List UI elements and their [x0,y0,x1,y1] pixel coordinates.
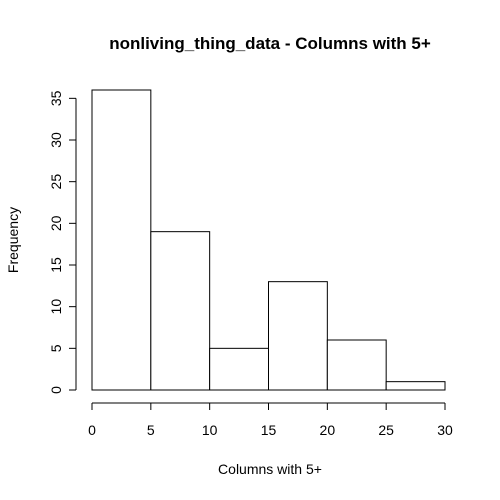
histogram-bar [386,382,445,390]
x-tick-label: 20 [320,422,336,438]
x-tick-label: 15 [261,422,277,438]
x-axis: 0 5 10 15 20 25 30 [88,403,453,438]
histogram-bar [92,90,151,390]
y-tick-label: 30 [48,132,64,148]
histogram-bar [151,232,210,390]
x-tick-label: 0 [88,422,96,438]
y-tick-label: 0 [48,386,64,394]
histogram-bar [327,340,386,390]
y-tick-label: 15 [48,257,64,273]
y-tick-label: 20 [48,215,64,231]
x-tick-label: 25 [378,422,394,438]
y-tick-label: 5 [48,344,64,352]
chart-title: nonliving_thing_data - Columns with 5+ [109,34,431,53]
y-axis: 0 5 10 15 20 25 30 35 [48,90,76,394]
histogram-bar [210,348,269,390]
y-tick-label: 25 [48,174,64,190]
bars-group [92,90,445,390]
x-tick-label: 10 [202,422,218,438]
x-axis-label: Columns with 5+ [218,461,322,477]
y-tick-label: 10 [48,299,64,315]
y-tick-label: 35 [48,90,64,106]
x-tick-label: 5 [147,422,155,438]
histogram-bar [269,282,328,390]
x-tick-label: 30 [437,422,453,438]
y-axis-label: Frequency [5,207,21,273]
